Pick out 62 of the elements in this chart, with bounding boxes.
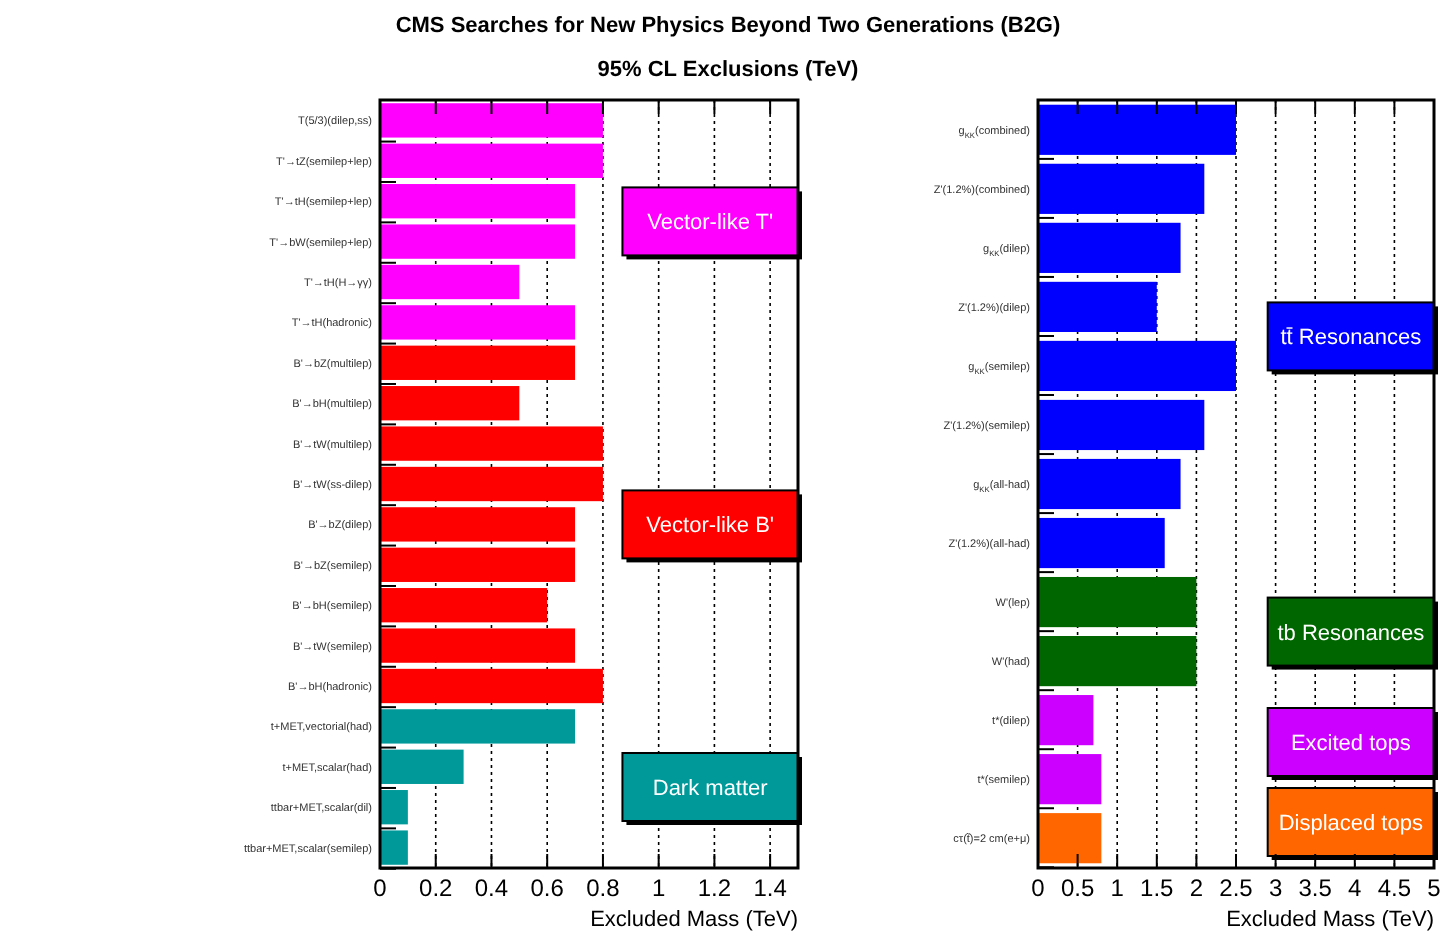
chart-subtitle: 95% CL Exclusions (TeV) xyxy=(597,58,860,82)
bar xyxy=(1038,458,1181,510)
text: tt̄ Resonances xyxy=(1280,325,1423,351)
bar xyxy=(1038,104,1236,155)
bar xyxy=(380,143,603,178)
bar xyxy=(380,830,408,865)
bar xyxy=(1038,517,1165,569)
x-tick-label: 0.5 xyxy=(1060,874,1095,902)
bar xyxy=(1038,754,1102,805)
text: Displaced tops xyxy=(1278,812,1424,836)
bar xyxy=(1038,695,1094,746)
bar xyxy=(380,184,576,219)
bar xyxy=(380,628,576,663)
text: Vector-like B' xyxy=(646,514,775,539)
bar xyxy=(380,749,464,784)
chart-title: CMS Searches for New Physics Beyond Two Generations (B2G) xyxy=(395,14,1061,38)
bar xyxy=(380,547,576,582)
bar xyxy=(380,426,603,461)
bar xyxy=(380,224,576,259)
bar xyxy=(380,305,576,340)
bar xyxy=(380,466,603,502)
x-tick-label: 3.5 xyxy=(1298,874,1333,902)
x-axis-title: Excluded Mass (TeV) xyxy=(590,908,798,932)
x-tick-label: 1.2 xyxy=(697,874,732,902)
bar xyxy=(1038,576,1197,628)
bar xyxy=(1038,222,1181,273)
x-tick-label: 0.4 xyxy=(474,874,509,902)
x-tick-label: 4.5 xyxy=(1377,874,1412,902)
bar xyxy=(1038,399,1205,451)
bar xyxy=(380,588,548,623)
bar xyxy=(380,386,520,421)
x-tick-label: 0.6 xyxy=(530,874,565,902)
x-tick-label: 1.4 xyxy=(753,874,788,902)
x-tick-label: 1.5 xyxy=(1140,874,1175,902)
x-tick-label: 0.8 xyxy=(586,874,621,902)
x-tick-label: 1 xyxy=(1110,874,1125,902)
x-tick-label: 2.5 xyxy=(1219,874,1254,902)
text: Excited tops xyxy=(1290,732,1412,756)
bar xyxy=(380,264,520,300)
bar xyxy=(1038,281,1157,332)
x-tick-label: 1 xyxy=(651,874,666,902)
bar xyxy=(1038,636,1197,687)
bar xyxy=(380,507,576,542)
bar xyxy=(1038,813,1102,864)
x-tick-label: 2 xyxy=(1189,874,1204,902)
x-tick-label: 0.2 xyxy=(419,874,454,902)
bar xyxy=(380,668,603,704)
x-tick-label: 4 xyxy=(1348,874,1363,902)
x-tick-label: 0 xyxy=(373,874,388,902)
bar xyxy=(1038,163,1205,214)
text: tb Resonances xyxy=(1277,621,1426,646)
text: Vector-like T' xyxy=(647,211,774,236)
x-axis-title: Excluded Mass (TeV) xyxy=(1226,908,1434,932)
bar xyxy=(1038,340,1236,392)
text: Dark matter xyxy=(652,777,769,801)
bar xyxy=(380,790,408,825)
x-tick-label: 5 xyxy=(1427,874,1442,902)
x-tick-label: 0 xyxy=(1031,874,1046,902)
x-tick-label: 3 xyxy=(1268,874,1283,902)
bar xyxy=(380,103,603,138)
bar xyxy=(380,345,576,380)
bar xyxy=(380,709,576,744)
